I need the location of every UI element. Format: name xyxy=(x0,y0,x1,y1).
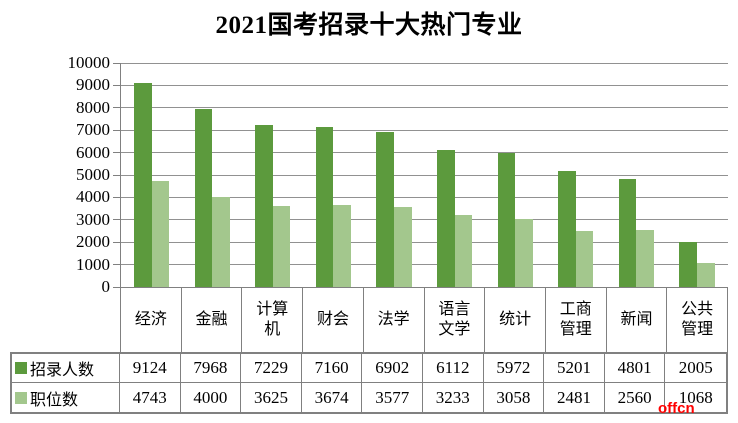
y-axis-tick-label: 0 xyxy=(101,277,111,296)
table-value-cell: 2560 xyxy=(605,383,666,412)
y-axis-tick xyxy=(113,129,121,131)
table-value-cell: 3233 xyxy=(423,383,484,412)
table-value-cell: 3058 xyxy=(484,383,545,412)
gridline xyxy=(121,196,728,198)
y-axis-tick-label: 1000 xyxy=(76,254,110,274)
x-axis-category-label: 计算机 xyxy=(242,287,304,352)
y-axis-tick-label: 6000 xyxy=(76,142,110,162)
x-axis-category-labels: 经济 金融 计算机 财会 法学 语言文学 统计 工商管理 新闻 公共管理 xyxy=(120,287,729,352)
gridline xyxy=(121,219,728,221)
watermark-offcn: offcn xyxy=(658,400,695,417)
gridline xyxy=(121,84,728,86)
gridline xyxy=(121,264,728,266)
y-axis-tick xyxy=(113,84,121,86)
y-axis-tick-label: 5000 xyxy=(76,165,110,184)
legend-item-positions: 职位数 xyxy=(12,383,120,412)
y-axis-tick-label: 7000 xyxy=(76,120,110,140)
bar-recruits xyxy=(558,170,576,287)
legend-key-icon xyxy=(15,362,27,374)
y-axis-tick xyxy=(113,286,121,288)
bar-recruits xyxy=(194,108,213,287)
table-value-cell: 3674 xyxy=(302,383,363,412)
bar-recruits xyxy=(134,82,152,287)
bar-recruits xyxy=(376,132,394,287)
table-value-cell: 2481 xyxy=(544,383,605,412)
bar-recruits xyxy=(618,179,637,287)
bar-positions xyxy=(454,214,473,287)
gridline xyxy=(121,107,728,109)
gridline xyxy=(121,174,728,176)
bar-recruits xyxy=(497,153,516,287)
y-axis-tick-label: 3000 xyxy=(76,209,110,229)
y-axis-tick-label: 4000 xyxy=(76,187,110,207)
x-axis-category-label: 统计 xyxy=(485,287,546,352)
bar-recruits xyxy=(255,125,273,287)
table-value-cell: 5201 xyxy=(544,354,605,383)
table-value-cell: 4801 xyxy=(604,354,666,383)
table-value-cell: 9124 xyxy=(120,354,181,383)
table-value-cell: 5972 xyxy=(483,354,545,383)
bar-positions xyxy=(575,231,594,287)
legend-label: 职位数 xyxy=(30,391,79,409)
bar-positions xyxy=(515,218,533,287)
x-axis-category-label: 公共管理 xyxy=(667,287,729,352)
x-axis-category-label: 经济 xyxy=(121,287,182,352)
bar-positions xyxy=(636,229,654,287)
x-axis-category-label: 工商管理 xyxy=(546,287,607,352)
table-value-cell: 4743 xyxy=(120,383,181,412)
chart-title: 2021国考招录十大热门专业 xyxy=(215,12,523,39)
table-value-cell: 3577 xyxy=(362,383,423,412)
y-axis-tick xyxy=(113,219,121,221)
bar-positions xyxy=(212,197,230,287)
table-value-cell: 1068 xyxy=(678,387,713,407)
y-axis-tick-label: 2000 xyxy=(76,232,110,252)
bar-positions xyxy=(394,206,412,287)
plot-area xyxy=(113,63,728,288)
bar-recruits xyxy=(315,126,334,287)
bar-positions xyxy=(333,204,351,287)
legend-key-icon xyxy=(15,391,27,404)
x-axis-category-label: 金融 xyxy=(182,287,243,352)
gridline xyxy=(121,129,728,131)
data-table: 招录人数 9124 7968 7229 7160 6902 6112 5972 5201 4801… xyxy=(10,352,728,414)
x-axis-category-label: 财会 xyxy=(303,287,364,352)
y-axis-tick xyxy=(113,241,121,243)
x-axis-category-label: 新闻 xyxy=(607,287,668,352)
legend-label: 招录人数 xyxy=(30,362,95,379)
table-value-cell: 3625 xyxy=(241,383,302,412)
bar-recruits xyxy=(437,150,455,287)
y-axis-tick-label: 9000 xyxy=(76,75,110,95)
table-value-cell: 7160 xyxy=(301,354,363,383)
x-axis-category-label: 法学 xyxy=(364,287,425,352)
y-axis-tick xyxy=(113,264,121,266)
table-value-cell: 6902 xyxy=(362,354,423,383)
y-axis-tick xyxy=(113,174,121,176)
table-value-cell: 7229 xyxy=(241,354,302,383)
y-axis-tick xyxy=(113,152,121,154)
bar-recruits xyxy=(679,242,697,287)
table-value-cell: 6112 xyxy=(422,354,484,383)
gridline xyxy=(121,241,728,243)
y-axis-tick-label: 10000 xyxy=(67,53,111,72)
gridline xyxy=(121,152,728,154)
table-value-cell: 4000 xyxy=(181,383,242,412)
x-axis-category-label: 语言文学 xyxy=(425,287,486,352)
legend-item-recruits: 招录人数 xyxy=(12,354,120,383)
gridline xyxy=(121,63,728,64)
bar-positions xyxy=(697,263,715,287)
bar-positions xyxy=(272,205,291,287)
y-axis-tick xyxy=(113,196,121,198)
bar-positions xyxy=(151,180,170,287)
table-value-cell: 7968 xyxy=(180,354,242,383)
y-axis-tick-label: 8000 xyxy=(76,97,110,117)
y-axis-tick xyxy=(113,63,121,64)
y-axis-tick xyxy=(113,107,121,109)
table-value-cell: 2005 xyxy=(665,354,726,383)
